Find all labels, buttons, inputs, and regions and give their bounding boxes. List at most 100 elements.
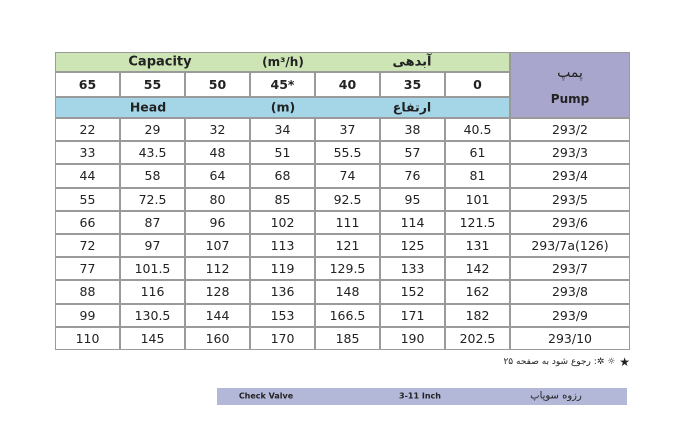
head-value: 88 [55, 280, 120, 304]
footer-label: Check Valve [238, 391, 294, 401]
head-value: 66 [55, 210, 120, 234]
capacity-cell: 50 [185, 72, 250, 97]
capacity-label-fa: آبدهی [392, 54, 432, 70]
head-value: 190 [380, 326, 445, 350]
head-value: 144 [185, 303, 250, 327]
head-value: 55 [55, 187, 120, 211]
head-value: 202.5 [445, 326, 510, 350]
head-value: 160 [185, 326, 250, 350]
capacity-cell: 0 [445, 72, 510, 97]
head-value: 48 [185, 141, 250, 165]
head-value: 112 [185, 257, 250, 281]
head-value: 22 [55, 118, 120, 142]
head-value: 72 [55, 234, 120, 258]
note-symbol: ★ [619, 355, 630, 369]
head-value: 114 [380, 210, 445, 234]
pump-model: 293/7 [510, 257, 630, 281]
head-value: 43.5 [120, 141, 185, 165]
head-value: 92.5 [315, 187, 380, 211]
head-value: 51 [250, 141, 315, 165]
head-value: 58 [120, 164, 185, 188]
head-value: 85 [250, 187, 315, 211]
footer-bar [217, 388, 627, 405]
pump-header [510, 52, 630, 118]
head-value: 129.5 [315, 257, 380, 281]
footer-size: 3-11 Inch [399, 391, 441, 401]
pump-label: Pump [550, 92, 590, 106]
head-value: 125 [380, 234, 445, 258]
head-value: 96 [185, 210, 250, 234]
head-value: 153 [250, 303, 315, 327]
pump-model: 293/3 [510, 141, 630, 165]
head-value: 80 [185, 187, 250, 211]
head-value: 142 [445, 257, 510, 281]
head-value: 38 [380, 118, 445, 142]
capacity-cell: 55 [120, 72, 185, 97]
head-value: 34 [250, 118, 315, 142]
head-value: 68 [250, 164, 315, 188]
head-value: 152 [380, 280, 445, 304]
head-value: 111 [315, 210, 380, 234]
head-value: 64 [185, 164, 250, 188]
head-value: 166.5 [315, 303, 380, 327]
head-value: 102 [250, 210, 315, 234]
head-value: 57 [380, 141, 445, 165]
head-value: 107 [185, 234, 250, 258]
head-value: 61 [445, 141, 510, 165]
head-value: 171 [380, 303, 445, 327]
pump-model: 293/6 [510, 210, 630, 234]
head-value: 116 [120, 280, 185, 304]
head-value: 170 [250, 326, 315, 350]
head-value: 76 [380, 164, 445, 188]
head-value: 74 [315, 164, 380, 188]
head-value: 110 [55, 326, 120, 350]
head-value: 145 [120, 326, 185, 350]
pump-model: 293/4 [510, 164, 630, 188]
head-label: Head [129, 99, 167, 115]
head-value: 148 [315, 280, 380, 304]
footer-label-fa: رزوه سوپاپ [530, 390, 582, 402]
head-header [55, 97, 510, 118]
head-value: 55.5 [315, 141, 380, 165]
pump-model: 293/7a(126) [510, 234, 630, 258]
head-value: 99 [55, 303, 120, 327]
head-value: 95 [380, 187, 445, 211]
head-value: 162 [445, 280, 510, 304]
head-unit: (m) [270, 99, 296, 115]
note-text: ☼ ✲: رجوع شود به صفحه ۲۵ [503, 357, 616, 367]
capacity-cell: 40 [315, 72, 380, 97]
pump-model: 293/2 [510, 118, 630, 142]
head-value: 44 [55, 164, 120, 188]
pump-label-fa: پمپ [557, 65, 583, 81]
head-value: 33 [55, 141, 120, 165]
capacity-unit: (m³/h) [262, 55, 304, 69]
head-value: 128 [185, 280, 250, 304]
head-value: 97 [120, 234, 185, 258]
head-value: 32 [185, 118, 250, 142]
head-value: 119 [250, 257, 315, 281]
head-value: 133 [380, 257, 445, 281]
head-label-fa: ارتفاع [392, 99, 432, 115]
note: ☼ ✲: رجوع شود به صفحه ۲۵ ★ [440, 352, 630, 372]
head-value: 101 [445, 187, 510, 211]
pump-model: 293/9 [510, 303, 630, 327]
head-value: 40.5 [445, 118, 510, 142]
capacity-cell: 65 [55, 72, 120, 97]
head-value: 185 [315, 326, 380, 350]
head-value: 131 [445, 234, 510, 258]
head-value: 77 [55, 257, 120, 281]
head-value: 136 [250, 280, 315, 304]
head-value: 113 [250, 234, 315, 258]
head-value: 37 [315, 118, 380, 142]
head-value: 87 [120, 210, 185, 234]
head-value: 121.5 [445, 210, 510, 234]
pump-model: 293/10 [510, 326, 630, 350]
head-value: 81 [445, 164, 510, 188]
head-value: 29 [120, 118, 185, 142]
head-value: 121 [315, 234, 380, 258]
capacity-cell: 45* [250, 72, 315, 97]
capacity-label: Capacity [128, 54, 192, 70]
capacity-cell: 35 [380, 72, 445, 97]
pump-model: 293/5 [510, 187, 630, 211]
